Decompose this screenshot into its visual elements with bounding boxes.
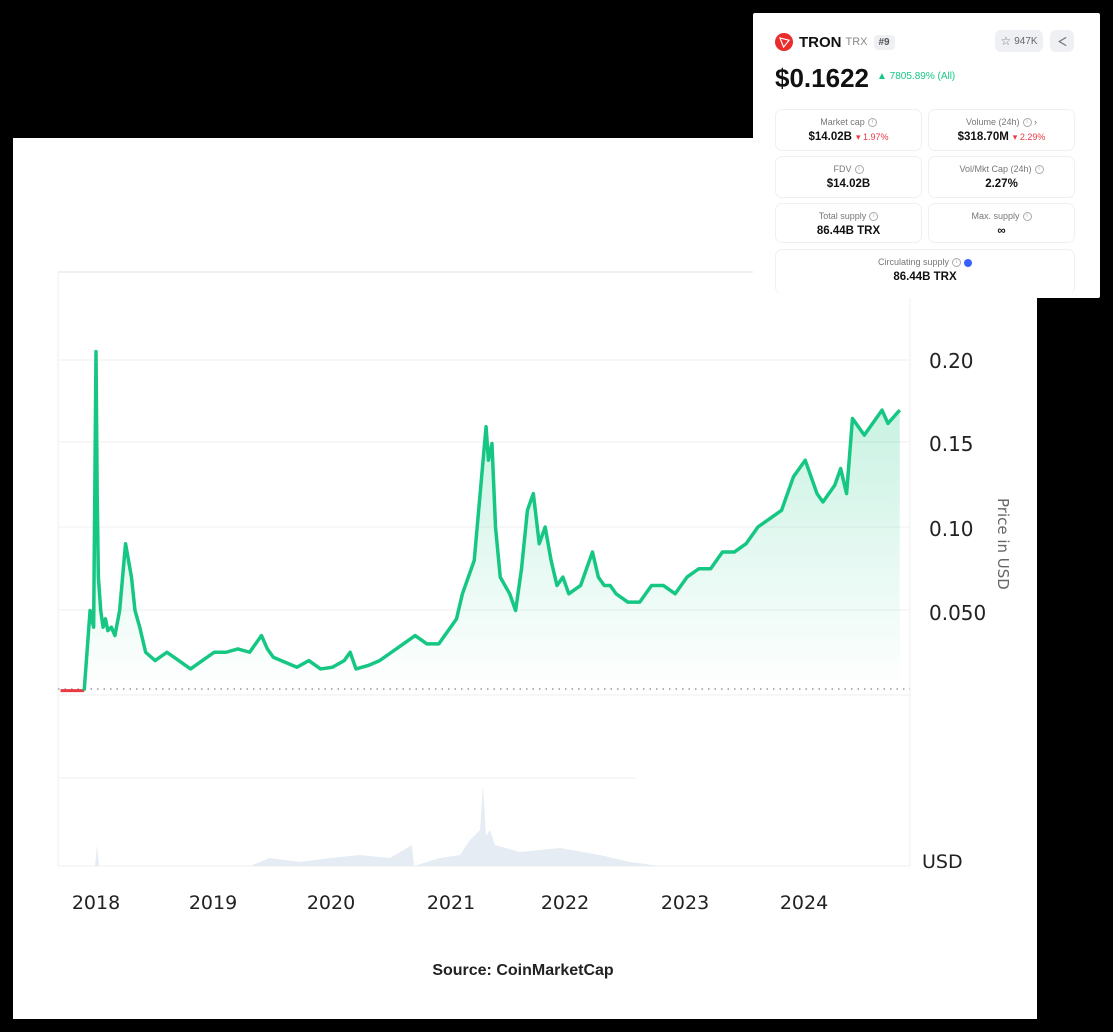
x-tick-2023: 2023 [660, 892, 710, 914]
info-icon[interactable]: i [867, 118, 877, 128]
source-caption: Source: CoinMarketCap [432, 962, 614, 979]
share-button[interactable] [1050, 30, 1074, 52]
stat-volume-24h[interactable]: Volume (24h) i › $318.70M ▾ 2.29% [928, 109, 1075, 151]
stat-max-supply: Max. supply i ∞ [928, 203, 1075, 243]
info-icon[interactable]: i [952, 258, 962, 268]
stat-circulating-supply: Circulating supply i 86.44B TRX [775, 249, 1075, 294]
volume-label: Volume (24h) [965, 117, 1020, 127]
stat-market-cap: Market cap i $14.02B ▾ 1.97% [775, 109, 922, 151]
coin-header: TRON TRX #9 [775, 33, 895, 51]
total-supply-value: 86.44B TRX [816, 225, 881, 238]
price-area-fill [84, 351, 900, 691]
rank-badge: #9 [873, 34, 895, 50]
market-cap-value: $14.02B [808, 131, 852, 144]
price-change-all: ▲ 7805.89% (All) [877, 71, 956, 82]
y-tick-0.050: 0.050 [929, 601, 987, 625]
info-icon[interactable]: i [1022, 212, 1032, 222]
info-icon[interactable]: i [854, 165, 864, 175]
x-tick-2021: 2021 [426, 892, 476, 914]
y-tick-0.20: 0.20 [929, 349, 974, 373]
market-cap-change: ▾ 1.97% [855, 132, 889, 143]
y-axis-label: Price in USD [994, 498, 1012, 590]
y-tick-0.10: 0.10 [929, 517, 974, 541]
x-tick-2020: 2020 [306, 892, 356, 914]
current-price: $0.1622 [775, 63, 869, 93]
max-supply-value: ∞ [997, 225, 1006, 238]
x-tick-2024: 2024 [779, 892, 829, 914]
watchlist-button[interactable]: ☆ 947K [995, 30, 1043, 52]
verified-check-icon [964, 258, 973, 267]
price-line [82, 349, 902, 691]
max-supply-label: Max. supply [971, 211, 1020, 221]
vol-mkt-cap-value: 2.27% [985, 178, 1018, 191]
share-icon [1057, 36, 1066, 46]
info-icon[interactable]: i [869, 212, 879, 222]
volume-value: $318.70M [957, 131, 1009, 144]
circulating-supply-value: 86.44B TRX [893, 271, 957, 284]
chevron-right-icon: › [1034, 117, 1038, 127]
stat-fdv: FDV i $14.02B [775, 156, 922, 198]
fdv-label: FDV [833, 164, 852, 174]
volume-area [58, 785, 910, 866]
total-supply-label: Total supply [818, 211, 867, 221]
x-tick-2022: 2022 [540, 892, 590, 914]
x-tick-2019: 2019 [188, 892, 238, 914]
info-icon[interactable]: i [1022, 118, 1032, 128]
market-cap-label: Market cap [820, 117, 865, 127]
watchlist-count: 947K [1014, 35, 1038, 47]
circulating-supply-label: Circulating supply [877, 257, 950, 267]
tron-logo-icon [775, 33, 793, 51]
volume-currency-label: USD [922, 851, 963, 873]
stat-vol-mkt-cap: Vol/Mkt Cap (24h) i 2.27% [928, 156, 1075, 198]
x-tick-2018: 2018 [71, 892, 121, 914]
volume-change: ▾ 2.29% [1012, 132, 1046, 143]
stat-total-supply: Total supply i 86.44B TRX [775, 203, 922, 243]
star-icon: ☆ [1000, 34, 1012, 48]
y-tick-0.15: 0.15 [929, 432, 974, 456]
coin-name: TRON [799, 33, 842, 51]
coin-symbol: TRX [845, 36, 868, 48]
vol-mkt-cap-label: Vol/Mkt Cap (24h) [959, 164, 1032, 174]
coin-summary-card: TRON TRX #9 ☆ 947K $0.1622 ▲ 7805.89% (A… [753, 13, 1100, 298]
fdv-value: $14.02B [826, 178, 871, 191]
info-icon[interactable]: i [1034, 165, 1044, 175]
